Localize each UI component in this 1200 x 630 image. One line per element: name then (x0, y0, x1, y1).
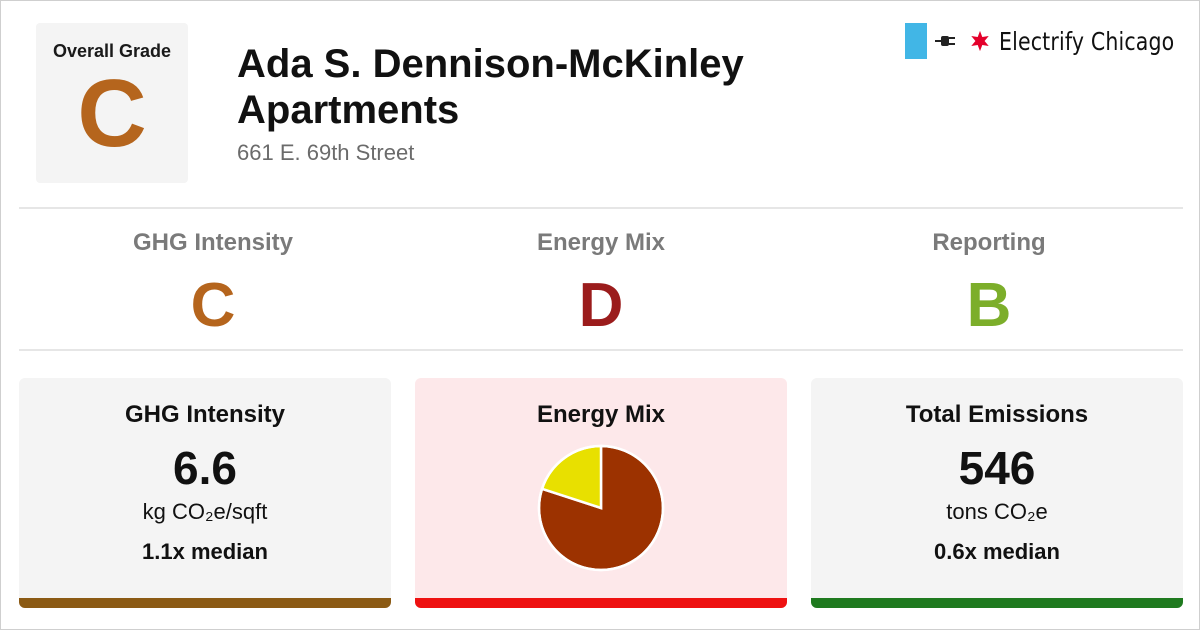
grade-category-label: Energy Mix (536, 229, 666, 256)
grade-letter: D (578, 271, 624, 340)
total-emissions-unit: tons CO₂e (946, 499, 1048, 524)
ghg-intensity-median: 1.1x median (142, 539, 268, 564)
chicago-flag-bar-icon (905, 23, 928, 59)
grades-divider (19, 349, 1183, 351)
grade-letter: B (966, 271, 1012, 340)
grade-energy-mix: Energy Mix D (407, 211, 795, 349)
grade-letter: C (190, 271, 236, 340)
plug-icon (935, 36, 956, 46)
brand-name: Electrify Chicago (999, 26, 1175, 56)
red-star-icon (971, 30, 989, 52)
overall-grade-letter: C (77, 60, 147, 167)
overall-grade-label: Overall Grade (52, 41, 172, 61)
card-accent-bar (415, 598, 787, 608)
card-title: Energy Mix (536, 401, 666, 428)
pie-outline (537, 444, 665, 572)
total-emissions-card: Total Emissions 546 tons CO₂e 0.6x media… (811, 378, 1183, 608)
card-accent-bar (19, 598, 391, 608)
grades-row: GHG Intensity C Energy Mix D Reporting B (19, 211, 1183, 349)
card-title: Total Emissions (905, 401, 1089, 428)
building-address: 661 E. 69th Street (237, 140, 415, 165)
ghg-intensity-value: 6.6 (173, 442, 237, 494)
card-accent-bar (811, 598, 1183, 608)
energy-mix-card: Energy Mix (415, 378, 787, 608)
ghg-intensity-card: GHG Intensity 6.6 kg CO₂e/sqft 1.1x medi… (19, 378, 391, 608)
ghg-intensity-unit: kg CO₂e/sqft (142, 499, 268, 524)
energy-mix-pie-chart (537, 444, 665, 572)
grade-ghg-intensity: GHG Intensity C (19, 211, 407, 349)
building-name: Ada S. Dennison-McKinley Apartments (237, 42, 744, 132)
total-emissions-median: 0.6x median (934, 539, 1060, 564)
grade-reporting: Reporting B (795, 211, 1183, 349)
overall-grade-box: Overall Grade C (36, 23, 188, 183)
brand-logo[interactable]: Electrify Chicago (905, 23, 1177, 59)
header-divider (19, 207, 1183, 209)
grade-category-label: Reporting (932, 229, 1046, 256)
total-emissions-value: 546 (958, 442, 1036, 494)
grade-category-label: GHG Intensity (132, 229, 294, 256)
card-title: GHG Intensity (124, 401, 286, 428)
